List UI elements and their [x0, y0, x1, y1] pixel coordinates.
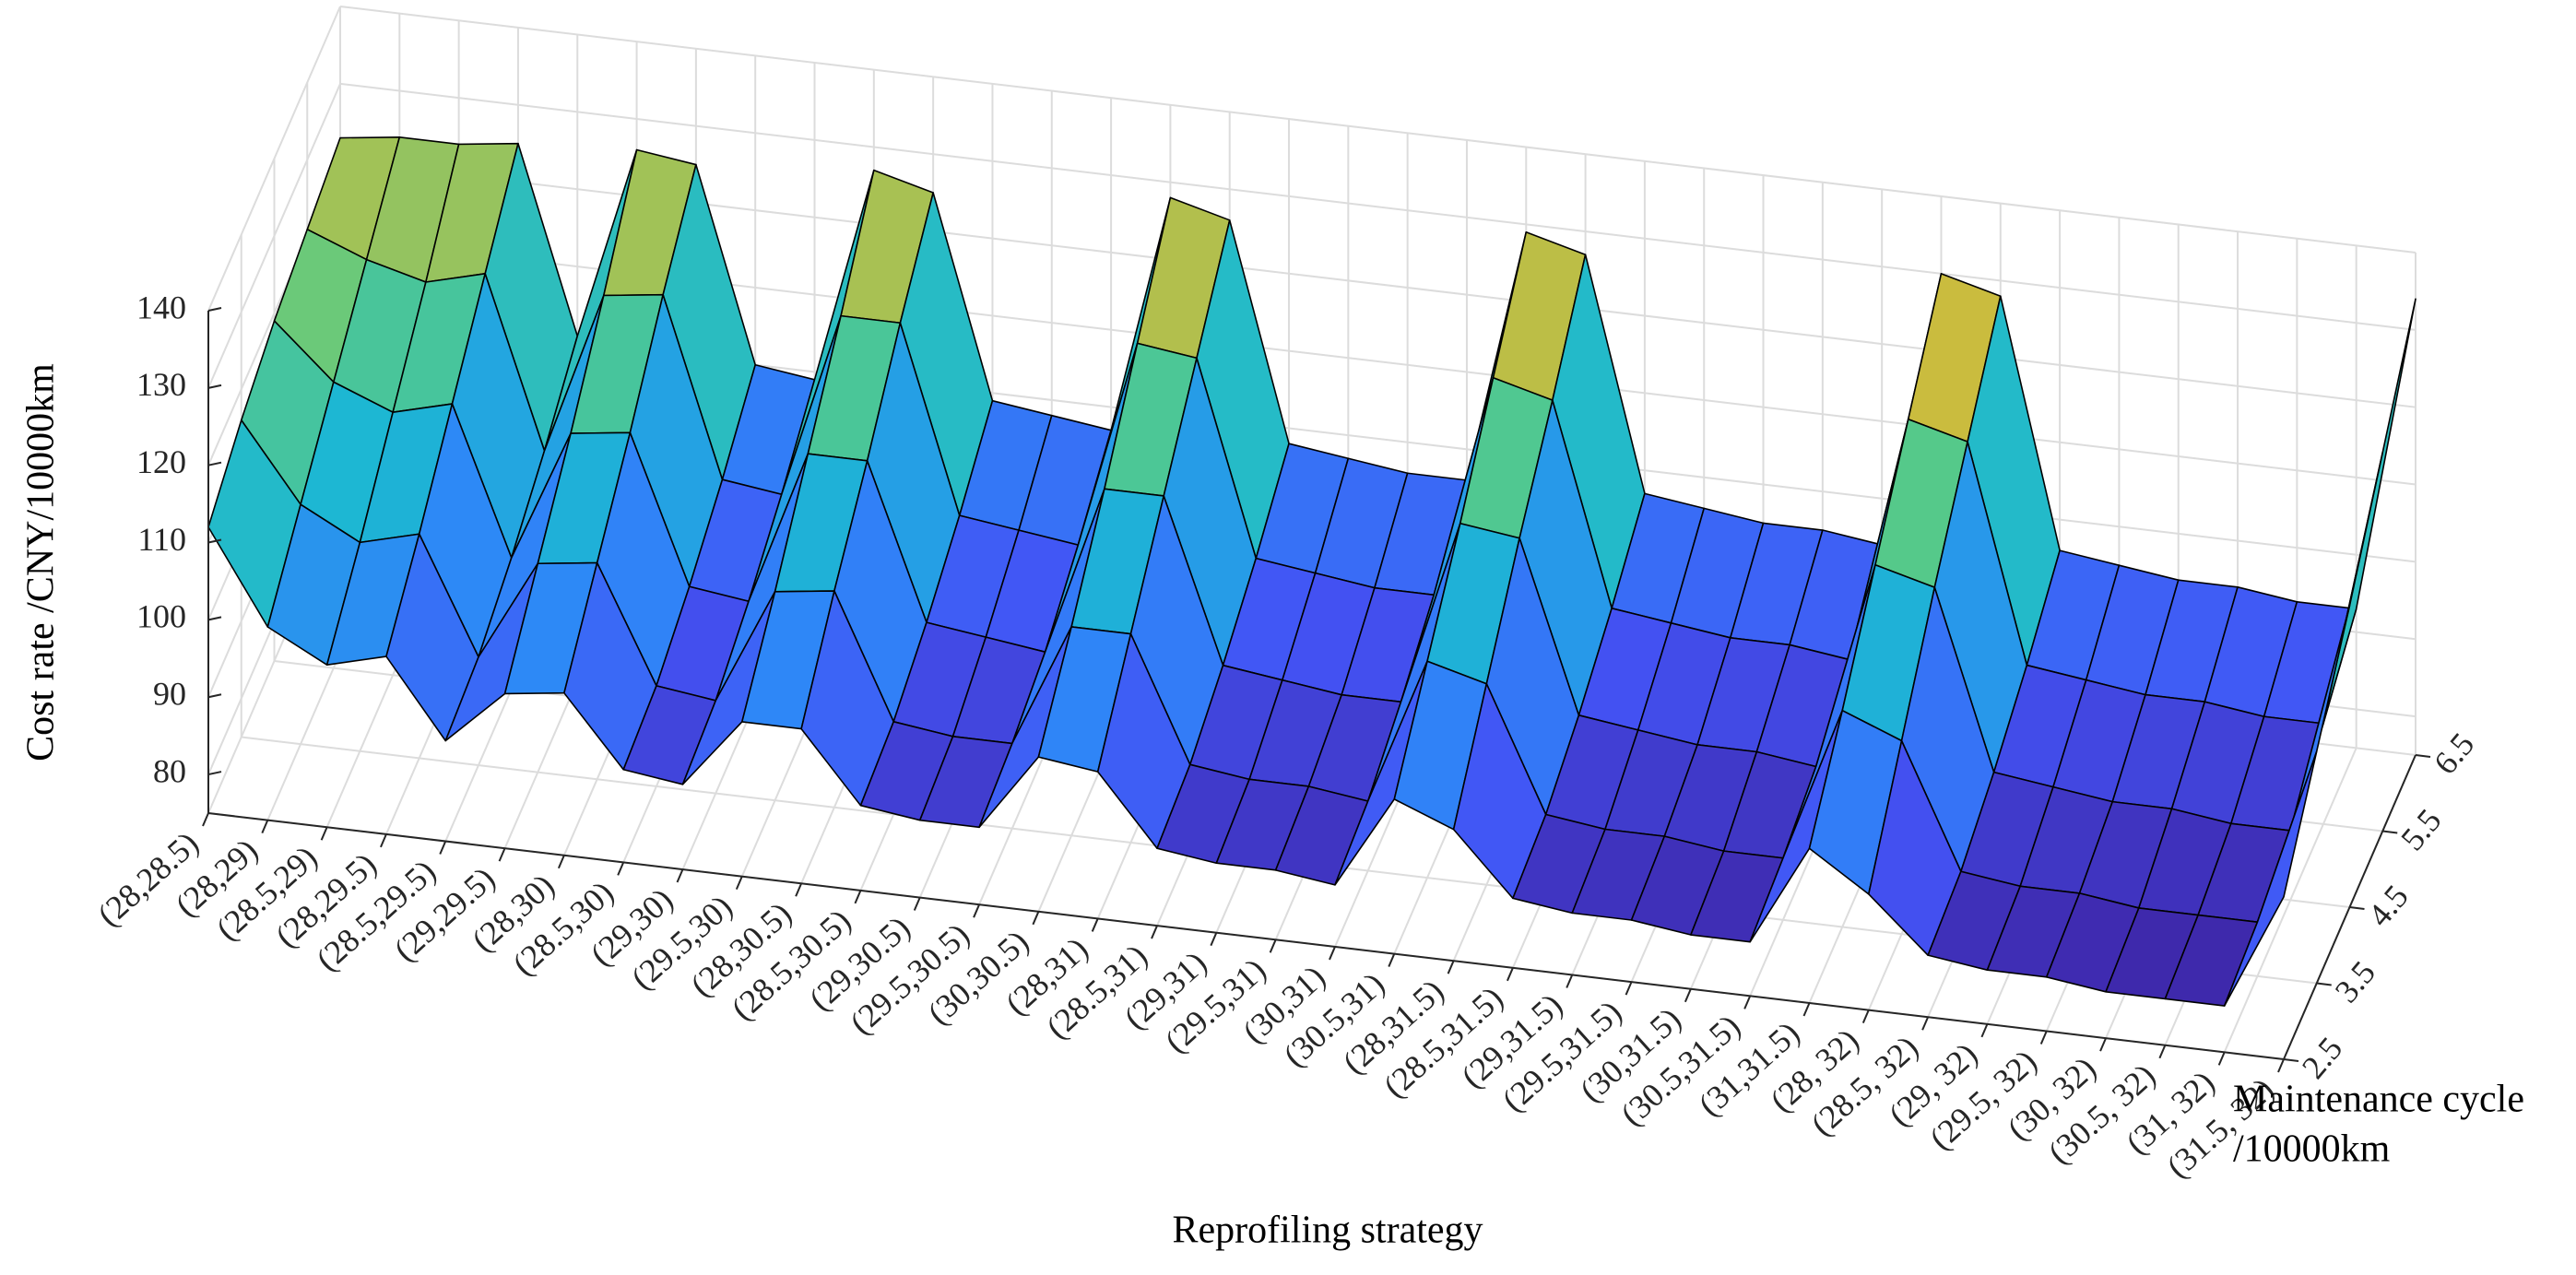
tick-mark — [207, 693, 222, 699]
tick-mark — [320, 826, 328, 841]
tick-mark — [498, 847, 506, 862]
tick-mark — [1032, 911, 1040, 926]
z-tick-label: 140 — [136, 289, 186, 325]
surface-patch — [2223, 750, 2318, 1007]
tick-mark — [1329, 946, 1336, 961]
tick-mark — [795, 882, 803, 897]
tick-mark — [1269, 939, 1277, 953]
surface — [207, 136, 2416, 1007]
y-tick-label: 5.5 — [2393, 802, 2449, 857]
tick-mark — [913, 897, 921, 911]
tick-mark — [617, 862, 625, 876]
tick-mark — [1684, 988, 1692, 1003]
x-axis — [207, 812, 2285, 1060]
tick-mark — [2415, 754, 2431, 758]
tick-mark — [2283, 1058, 2299, 1062]
tick-mark — [207, 538, 222, 544]
y-tick-label: 4.5 — [2360, 878, 2416, 933]
tick-mark — [735, 876, 743, 891]
tick-mark — [207, 616, 222, 621]
tick-mark — [2277, 1058, 2285, 1073]
y-axis-label: /10000km — [2233, 1128, 2391, 1171]
tick-mark — [207, 384, 222, 389]
x-axis-label: Reprofiling strategy — [1172, 1210, 1483, 1252]
y-axis-label: Maintenance cycle — [2233, 1079, 2524, 1121]
tick-mark — [2158, 1045, 2167, 1059]
tick-mark — [1802, 1002, 1811, 1017]
tick-mark — [207, 771, 222, 776]
y-tick-label: 3.5 — [2328, 954, 2383, 1009]
tick-mark — [207, 307, 222, 312]
tick-mark — [1151, 925, 1158, 939]
z-tick-label: 100 — [136, 598, 186, 635]
tick-mark — [261, 820, 269, 834]
tick-mark — [1625, 981, 1633, 996]
tick-mark — [557, 855, 565, 869]
z-tick-label: 80 — [153, 752, 186, 789]
tick-mark — [2039, 1031, 2048, 1045]
tick-mark — [380, 833, 387, 848]
grid-line — [2223, 747, 2357, 1053]
y-tick-label: 6.5 — [2427, 726, 2482, 781]
tick-mark — [973, 903, 981, 918]
z-tick-label: 130 — [136, 366, 186, 403]
y-tick-label: 2.5 — [2295, 1030, 2350, 1085]
tick-mark — [1506, 967, 1514, 982]
tick-mark — [1921, 1016, 1930, 1031]
tick-mark — [676, 868, 684, 883]
tick-mark — [2349, 906, 2365, 910]
tick-mark — [1210, 932, 1218, 947]
tick-mark — [2217, 1051, 2226, 1066]
grid-line — [339, 82, 2416, 331]
tick-mark — [1566, 974, 1574, 988]
tick-mark — [202, 812, 209, 827]
tick-mark — [2099, 1037, 2107, 1052]
tick-mark — [1980, 1023, 1989, 1038]
z-axis-label: Cost rate /CNY/10000km — [20, 363, 63, 761]
z-tick-label: 90 — [153, 675, 186, 712]
tick-mark — [207, 461, 222, 466]
tick-mark — [1743, 995, 1752, 1009]
tick-mark — [2382, 830, 2398, 834]
z-tick-label: 120 — [136, 443, 186, 480]
tick-mark — [2316, 982, 2332, 986]
z-tick-label: 110 — [137, 521, 186, 558]
tick-mark — [1861, 1009, 1870, 1023]
tick-mark — [854, 890, 862, 904]
tick-mark — [439, 841, 447, 855]
tick-mark — [1091, 918, 1099, 932]
tick-mark — [1447, 960, 1455, 974]
tick-mark — [1388, 953, 1396, 967]
grid-line — [339, 6, 2416, 254]
